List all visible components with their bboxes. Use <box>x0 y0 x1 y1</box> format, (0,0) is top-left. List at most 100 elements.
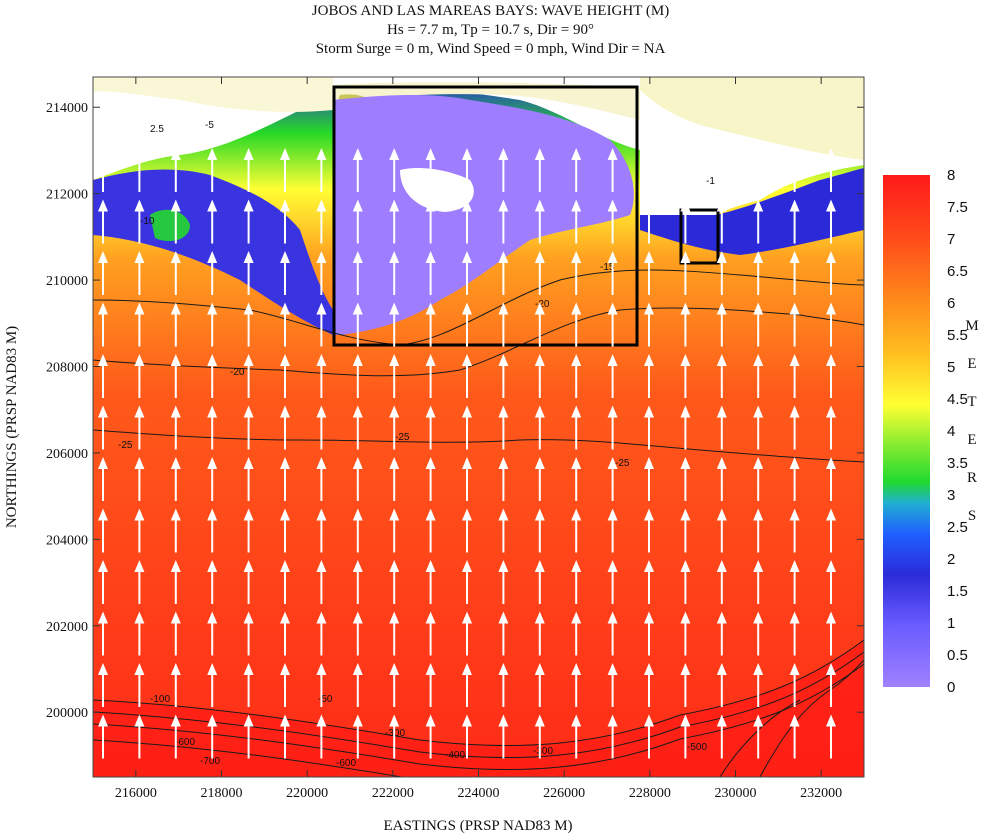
wave-vector <box>571 611 582 656</box>
wave-vector <box>826 663 836 707</box>
wave-vector <box>753 405 764 450</box>
wave-vector <box>498 560 509 604</box>
wave-vector <box>134 611 145 656</box>
wave-vector <box>462 663 472 707</box>
y-axis: 200000 202000 204000 206000 208000 210000 2120… <box>46 101 864 721</box>
unit-letter: T <box>967 394 976 410</box>
contour-label: -25 <box>118 440 133 451</box>
wave-vector <box>243 457 254 501</box>
land-elevation-band <box>640 77 864 160</box>
wave-vector <box>170 405 181 450</box>
wave-vector <box>98 199 108 244</box>
wave-vector <box>571 405 582 450</box>
wave-vector <box>243 611 254 656</box>
wave-vector <box>462 611 472 656</box>
land-elevation-band <box>93 77 333 112</box>
wave-vector <box>280 199 290 244</box>
wave-vector <box>534 714 545 759</box>
x-axis-title: EASTINGS (PRSP NAD83 M) <box>383 818 572 834</box>
y-axis-title: NORTHINGS (PRSP NAD83 M) <box>4 326 20 528</box>
wave-vector <box>280 611 290 656</box>
wave-vector <box>534 354 545 398</box>
wave-vector <box>753 508 764 553</box>
wave-vector <box>680 199 691 244</box>
wave-vector <box>425 611 436 656</box>
wave-vector <box>280 148 290 192</box>
wave-vector <box>716 302 727 347</box>
wave-vector <box>170 560 181 604</box>
wave-vector <box>644 457 654 501</box>
colorbar-tick-label: 4 <box>947 423 955 440</box>
nearshore-blue-zone <box>93 169 333 335</box>
wave-vector <box>207 663 218 707</box>
wave-vector <box>534 251 545 295</box>
contour-label: 2.5 <box>150 124 164 135</box>
wave-vector <box>716 714 727 759</box>
wave-vector <box>607 714 618 759</box>
wave-vector <box>571 199 582 244</box>
wave-vector <box>789 611 800 656</box>
contour-label: -1 <box>706 176 715 187</box>
wave-vector <box>534 405 545 450</box>
wave-vector <box>207 148 218 192</box>
wave-vector <box>462 457 472 501</box>
wave-vector <box>826 714 836 759</box>
x-tick-label: 232000 <box>800 786 842 801</box>
wave-vector <box>280 714 290 759</box>
wave-vector <box>716 405 727 450</box>
wave-vector <box>207 405 218 450</box>
wave-vector <box>243 663 254 707</box>
wave-vector <box>425 663 436 707</box>
wave-vector <box>98 405 108 450</box>
wave-vector <box>352 302 363 347</box>
wave-vector <box>534 302 545 347</box>
wave-vector <box>280 457 290 501</box>
wave-vector <box>389 199 400 244</box>
wave-vector <box>98 663 108 707</box>
wave-vector <box>243 405 254 450</box>
wave-vector <box>98 251 108 295</box>
wave-vector <box>826 508 836 553</box>
x-tick-label: 218000 <box>201 786 243 801</box>
wave-vector <box>389 405 400 450</box>
wave-vector <box>826 148 836 192</box>
colorbar <box>883 175 930 687</box>
wave-vector <box>425 251 436 295</box>
wave-vector <box>134 508 145 553</box>
wave-vector <box>425 508 436 553</box>
wave-vector <box>753 148 764 192</box>
wave-vector <box>498 148 509 192</box>
wave-vector <box>753 457 764 501</box>
x-tick-label: 224000 <box>458 786 500 801</box>
wave-vector <box>352 611 363 656</box>
x-tick-label: 222000 <box>372 786 414 801</box>
wave-vector <box>389 611 400 656</box>
wave-vector <box>243 199 254 244</box>
wave-vector <box>425 714 436 759</box>
wave-vector <box>170 611 181 656</box>
wave-vector <box>498 199 509 244</box>
wave-vector <box>826 611 836 656</box>
wave-vector <box>716 354 727 398</box>
wave-vector <box>243 714 254 759</box>
wave-vector <box>134 405 145 450</box>
x-tick-label: 230000 <box>715 786 757 801</box>
wave-vector <box>170 148 181 192</box>
wave-vector <box>134 302 145 347</box>
wave-vector <box>316 251 327 295</box>
wave-vector <box>826 405 836 450</box>
wave-vector <box>607 148 618 192</box>
wave-vector <box>316 302 327 347</box>
wave-vector <box>716 199 727 244</box>
wave-vector <box>498 663 509 707</box>
wave-vector <box>498 508 509 553</box>
wave-vector <box>389 663 400 707</box>
wave-vector <box>607 199 618 244</box>
chart-subtitle-1: Hs = 7.7 m, Tp = 10.7 s, Dir = 90° <box>387 22 594 38</box>
wave-vector <box>680 354 691 398</box>
wave-vector <box>98 508 108 553</box>
y-tick-label: 212000 <box>46 188 88 203</box>
wave-vector <box>789 560 800 604</box>
wave-vector <box>680 714 691 759</box>
